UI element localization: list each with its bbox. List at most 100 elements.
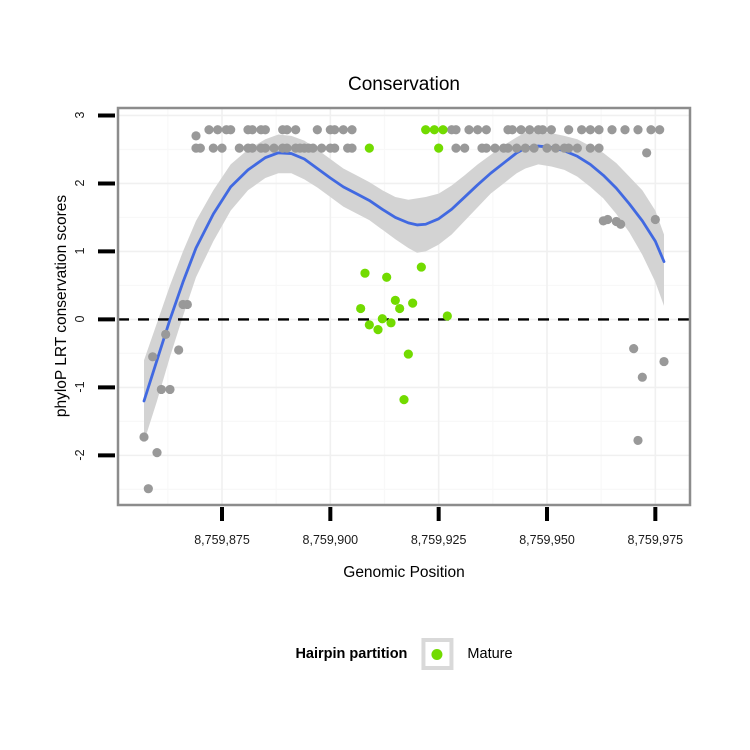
data-point-mature xyxy=(382,272,392,282)
data-point-other xyxy=(174,345,184,355)
data-point-other xyxy=(607,125,617,135)
data-point-other xyxy=(291,125,301,135)
data-point-mature xyxy=(403,349,413,359)
data-point-other xyxy=(520,143,530,153)
y-tick-label: -2 xyxy=(73,449,87,461)
data-point-other xyxy=(217,143,227,153)
data-point-other xyxy=(260,125,270,135)
data-point-other xyxy=(234,143,244,153)
data-point-other xyxy=(156,384,166,395)
data-point-other xyxy=(338,125,348,135)
data-point-other xyxy=(546,125,556,135)
data-point-other xyxy=(629,344,639,354)
data-point-other xyxy=(594,125,604,135)
x-tick-label: 8,759,950 xyxy=(519,533,575,547)
data-point-mature xyxy=(442,311,452,321)
data-point-other xyxy=(585,125,595,135)
legend-key-box xyxy=(421,638,454,670)
legend-item-mature: Mature xyxy=(467,646,513,662)
panel-border xyxy=(116,106,692,507)
data-point-other xyxy=(577,125,587,135)
data-point-other xyxy=(247,143,257,153)
data-point-other xyxy=(347,143,357,153)
data-point-other xyxy=(161,329,171,339)
data-point-other xyxy=(603,214,613,225)
data-point-other xyxy=(490,143,500,153)
data-point-other xyxy=(655,125,665,135)
data-point-other xyxy=(191,131,201,141)
data-point-other xyxy=(195,143,205,153)
data-point-mature xyxy=(377,314,387,324)
data-point-other xyxy=(204,125,214,135)
data-point-other xyxy=(551,143,561,153)
data-point-other xyxy=(139,432,149,442)
data-point-other xyxy=(182,299,192,310)
legend-title: Hairpin partition xyxy=(295,646,408,662)
data-point-other xyxy=(564,143,574,153)
data-point-other xyxy=(330,125,340,135)
data-point-other xyxy=(620,125,630,135)
data-point-other xyxy=(464,125,474,135)
data-point-other xyxy=(460,143,470,153)
confidence-band xyxy=(144,132,664,442)
data-point-other xyxy=(247,125,257,135)
mature-point-icon xyxy=(431,648,443,660)
y-tick-label: 1 xyxy=(73,247,87,255)
data-point-other xyxy=(451,143,461,153)
data-point-mature xyxy=(390,295,400,305)
data-point-other xyxy=(148,352,158,362)
data-point-other xyxy=(503,143,513,153)
data-point-mature xyxy=(364,320,374,330)
data-point-other xyxy=(213,125,223,135)
data-point-mature xyxy=(395,303,405,314)
data-point-other xyxy=(646,125,656,135)
x-tick-label: 8,759,975 xyxy=(627,533,684,547)
data-point-mature xyxy=(356,303,366,314)
data-point-other xyxy=(529,143,539,153)
data-point-other xyxy=(542,143,552,153)
data-point-mature xyxy=(438,125,448,135)
data-point-other xyxy=(481,143,491,153)
data-point-other xyxy=(282,143,292,153)
data-point-other xyxy=(269,143,279,153)
data-point-other xyxy=(637,372,647,382)
data-point-mature xyxy=(360,268,370,278)
data-point-other xyxy=(572,143,582,153)
y-tick-label: 3 xyxy=(73,111,87,119)
data-point-other xyxy=(616,219,626,229)
x-tick-label: 8,759,875 xyxy=(194,533,250,547)
data-point-other xyxy=(594,143,604,153)
y-tick-label: 2 xyxy=(73,179,87,187)
data-point-other xyxy=(642,148,652,158)
data-point-mature xyxy=(364,143,374,153)
x-axis-label: Genomic Position xyxy=(343,564,465,581)
data-point-other xyxy=(208,143,218,153)
data-point-other xyxy=(564,125,574,135)
data-point-other xyxy=(282,125,292,135)
data-point-other xyxy=(143,484,153,494)
data-point-other xyxy=(451,125,461,135)
data-point-other xyxy=(650,214,660,225)
chart-title: Conservation xyxy=(348,74,460,95)
data-point-other xyxy=(165,384,175,395)
x-tick-label: 8,759,925 xyxy=(410,533,467,547)
data-point-mature xyxy=(386,318,396,328)
data-point-other xyxy=(633,435,643,446)
data-point-other xyxy=(226,125,236,135)
data-point-other xyxy=(525,125,535,135)
data-point-mature xyxy=(434,143,444,153)
y-tick-label: 0 xyxy=(73,315,87,323)
data-point-other xyxy=(330,143,340,153)
data-point-mature xyxy=(429,125,439,135)
legend: Hairpin partition Mature xyxy=(295,638,513,670)
data-point-other xyxy=(538,125,548,135)
data-point-other xyxy=(152,448,162,458)
data-point-other xyxy=(312,125,322,135)
data-point-mature xyxy=(421,125,431,135)
data-point-other xyxy=(260,143,270,153)
data-point-other xyxy=(481,125,491,135)
y-axis-label: phyloP LRT conservation scores xyxy=(53,194,70,418)
data-point-other xyxy=(473,125,483,135)
data-point-other xyxy=(308,143,318,153)
